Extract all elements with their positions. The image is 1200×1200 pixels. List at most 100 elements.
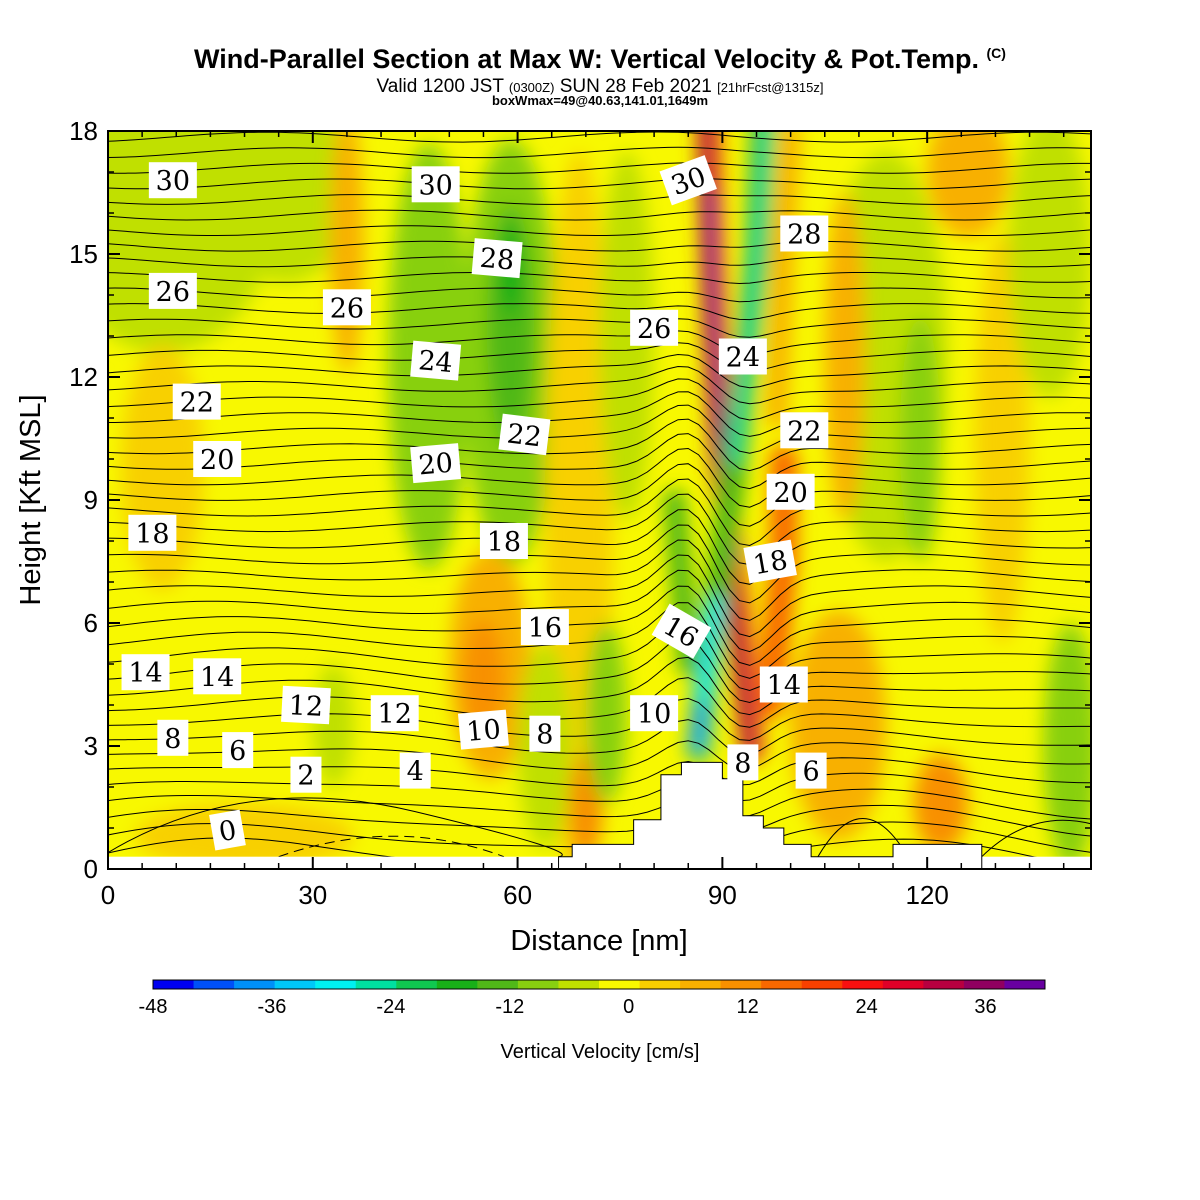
contour-label-box <box>193 441 242 477</box>
x-tick-label: 30 <box>298 880 327 910</box>
colorbar-swatch <box>477 980 519 989</box>
x-axis-label: Distance [nm] <box>510 925 687 957</box>
velocity-cell <box>121 344 204 591</box>
contour-label-text: 28 <box>787 220 821 251</box>
contour-label: 20 <box>193 441 242 477</box>
velocity-cell <box>927 131 1010 238</box>
isentrope-line <box>108 318 1091 338</box>
y-tick-label: 0 <box>84 854 98 884</box>
contour-label: 18 <box>128 514 177 551</box>
isentrope-line <box>108 677 1091 728</box>
velocity-cell <box>585 623 627 804</box>
contour-label-text: 10 <box>465 714 502 748</box>
contour-label-box <box>222 732 254 769</box>
isentrope-line <box>108 797 563 858</box>
velocity-cell <box>217 131 354 283</box>
contour-label-text: 26 <box>330 293 364 324</box>
contour-label-text: 12 <box>378 699 412 730</box>
contour-label: 6 <box>222 732 254 769</box>
contour-label-text: 24 <box>417 345 454 379</box>
isentrope-line <box>108 330 1091 356</box>
y-tick-label: 9 <box>84 485 98 515</box>
box-info: boxWmax=49@40.63,141.01,1649m <box>491 93 709 108</box>
colorbar-tick-label: 24 <box>855 996 877 1018</box>
contour-label-box <box>121 654 170 691</box>
contour-label: 30 <box>659 155 717 206</box>
contour-label-box <box>479 523 528 559</box>
colorbar-swatch <box>599 980 641 989</box>
isentrope-line <box>108 378 1091 421</box>
contour-label-text: 14 <box>128 658 162 689</box>
y-tick-label: 12 <box>69 362 98 392</box>
contour-label-box <box>759 666 808 703</box>
contour-label-box <box>529 715 561 752</box>
isentrope-line <box>108 719 1091 755</box>
colorbar-tick-label: 0 <box>623 996 634 1018</box>
colorbar-tick-label: 12 <box>737 996 759 1018</box>
isentrope-line <box>108 697 1091 741</box>
isentrope-line <box>108 585 1091 666</box>
contour-label-box <box>290 756 322 793</box>
colorbar-label: Vertical Velocity [cm/s] <box>501 1041 700 1063</box>
contour-label: 26 <box>322 289 371 326</box>
isentrope-line <box>108 365 1091 405</box>
contour-label-box <box>743 539 797 584</box>
contour-label-box <box>157 719 189 756</box>
isentrope-line <box>108 554 1091 638</box>
contour-label-text: 26 <box>156 277 190 308</box>
contour-label-text: 6 <box>803 757 820 788</box>
isentrope-line <box>108 418 1091 472</box>
contour-label-text: 28 <box>479 243 516 277</box>
velocity-cell <box>913 754 969 853</box>
isentrope-line <box>108 342 1091 372</box>
contour-label-text: 16 <box>528 613 562 644</box>
isentrope-line <box>108 353 1091 389</box>
contour-label: 26 <box>630 309 679 346</box>
contour-label-text: 30 <box>156 166 190 197</box>
x-tick-label: 0 <box>101 880 115 910</box>
contour-label-text: 20 <box>200 445 234 476</box>
contour-label: 14 <box>193 658 242 695</box>
contour-label-box <box>780 215 829 252</box>
contour-label-box <box>193 658 242 695</box>
valid-time: Valid 1200 JST (0300Z) SUN 28 Feb 2021 [… <box>0 76 1200 98</box>
isentrope-line <box>108 463 1091 527</box>
title-mark: (C) <box>986 45 1006 61</box>
contour-label-box <box>520 609 569 646</box>
contour-label: 20 <box>766 473 815 510</box>
colorbar-swatch <box>234 980 276 989</box>
isentrope-line <box>108 433 1091 490</box>
isentrope-line <box>94 117 1098 127</box>
colorbar-frame <box>152 979 1046 990</box>
contour-label-box <box>148 162 197 199</box>
isentrope-line <box>108 287 1091 303</box>
x-tick-label: 60 <box>503 880 532 910</box>
contour-label-text: 22 <box>180 388 214 419</box>
valid-utc: (0300Z) <box>508 80 555 95</box>
valid-date: SUN 28 Feb 2021 <box>559 76 712 97</box>
isentrope-line <box>94 101 1098 111</box>
contour-label: 0 <box>209 809 246 851</box>
isentrope-line <box>108 478 1091 547</box>
y-tick-label: 6 <box>84 608 98 638</box>
contour-label: 22 <box>172 383 221 420</box>
contour-label-text: 8 <box>734 748 751 779</box>
colorbar-tick-label: -48 <box>139 996 168 1018</box>
contour-label-box <box>411 166 460 203</box>
isentrope-line <box>108 146 1091 159</box>
isentrope-line <box>108 804 1091 837</box>
colorbar-tick-label: -12 <box>495 996 524 1018</box>
colorbar-swatch <box>396 980 438 989</box>
contour-label-text: 20 <box>773 478 807 509</box>
contour-label: 24 <box>410 340 462 381</box>
y-tick-label: 18 <box>69 116 98 146</box>
contour-label: 14 <box>121 654 170 691</box>
contour-label-text: 26 <box>637 314 671 345</box>
contour-label-text: 14 <box>200 662 234 693</box>
contour-label-box <box>727 744 759 781</box>
contour-label-text: 4 <box>407 757 424 788</box>
contour-label-text: 22 <box>787 416 821 447</box>
contour-label-text: 20 <box>417 448 454 482</box>
